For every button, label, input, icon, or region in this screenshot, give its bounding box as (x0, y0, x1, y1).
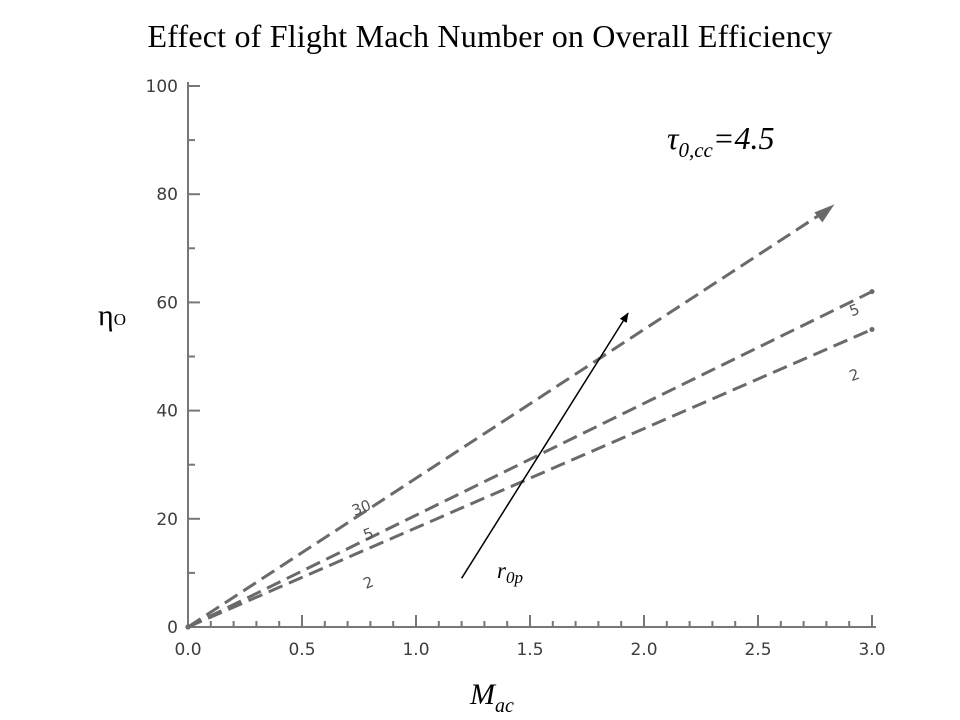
y-tick-label: 40 (156, 402, 178, 422)
axes (186, 82, 876, 629)
x-tick-label: 3.0 (858, 640, 885, 660)
r0p-arrow-label: r0p (497, 558, 523, 587)
series-line-5 (187, 290, 873, 629)
r0p-arrow (460, 312, 629, 579)
series-end-label-2: 2 (847, 365, 862, 385)
y-tick-label: 80 (156, 185, 178, 205)
y-tick-label: 0 (167, 618, 178, 638)
x-axis-label: Mac (469, 678, 514, 717)
series-label-5: 5 (361, 524, 377, 544)
y-axis-label: ηO (98, 299, 126, 332)
x-tick-label: 1.0 (402, 640, 429, 660)
series-point-2 (869, 326, 875, 332)
series-label-2: 2 (361, 573, 377, 593)
series-end-label-5: 5 (847, 300, 862, 320)
tau-parameter-label: τ0,cc=4.5 (667, 120, 774, 162)
x-tick-label: 0.0 (174, 640, 201, 660)
y-tick-label: 20 (156, 510, 178, 530)
x-tick-label: 1.5 (516, 640, 543, 660)
x-tick-label: 0.5 (288, 640, 315, 660)
y-tick-label: 60 (156, 293, 178, 313)
x-tick-label: 2.0 (630, 640, 657, 660)
tick-marks (187, 85, 873, 628)
series (185, 204, 875, 630)
series-label-30: 30 (349, 496, 373, 520)
slide-title: Effect of Flight Mach Number on Overall … (147, 18, 833, 54)
y-tick-label: 100 (146, 77, 178, 97)
series-point-5 (869, 289, 875, 295)
series-end-arrowhead (814, 204, 835, 223)
labels: 0 20 40 60 80 100 0.0 0.5 1.0 1.5 2.0 2.5 3.0 30 5 5 2 2 (146, 77, 886, 660)
series-line-2 (187, 328, 873, 629)
series-point-2 (185, 624, 191, 630)
x-tick-label: 2.5 (744, 640, 771, 660)
series-line-30 (187, 209, 828, 629)
